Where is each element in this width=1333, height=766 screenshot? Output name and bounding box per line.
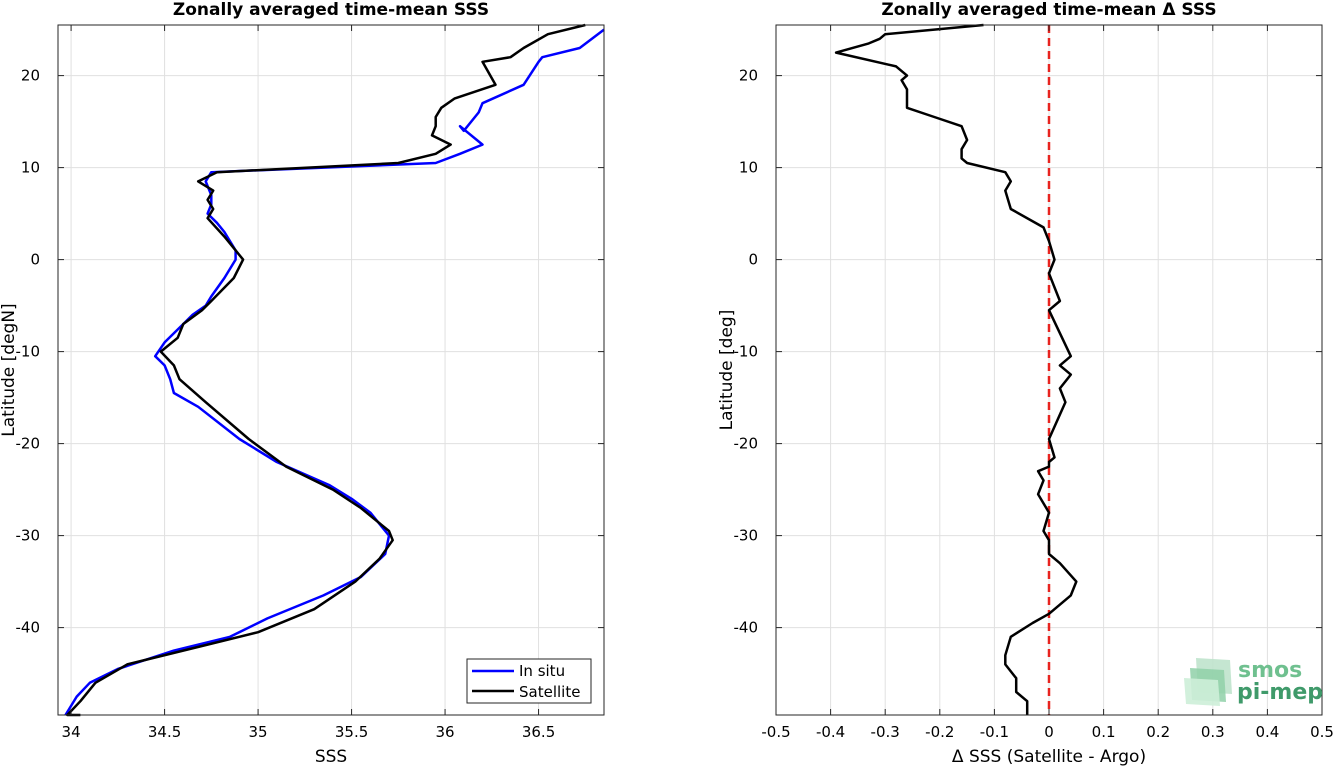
x-tick-label: 0.4 xyxy=(1255,723,1279,741)
x-tick-label: 34 xyxy=(62,723,81,741)
x-tick-label: 0.3 xyxy=(1201,723,1225,741)
y-tick-label: -30 xyxy=(734,527,759,545)
sss-panel: 34 34.5 35 35.5 36 36.5 -40 -30 -20 -10 0 10 20 Zona… xyxy=(0,0,605,766)
x-tick-label: -0.1 xyxy=(980,723,1009,741)
y-tick-label: -30 xyxy=(16,527,41,545)
legend: In situ Satellite xyxy=(466,658,592,704)
x-tick-label: 35 xyxy=(249,723,268,741)
delta-sss-y-axis-label: Latitude [deg] xyxy=(717,310,737,431)
delta-sss-x-axis-label: Δ SSS (Satellite - Argo) xyxy=(952,747,1146,766)
y-tick-label: -20 xyxy=(16,435,41,453)
legend-box xyxy=(466,658,592,704)
y-tick-label: 0 xyxy=(748,251,758,269)
x-tick-label: 36 xyxy=(436,723,455,741)
sss-axes-box xyxy=(57,24,605,716)
y-tick-label: -40 xyxy=(734,619,759,637)
y-tick-label: 10 xyxy=(739,159,758,177)
y-tick-label: 0 xyxy=(30,251,40,269)
sss-x-axis-label: SSS xyxy=(315,747,347,766)
y-tick-label: -10 xyxy=(734,343,759,361)
x-tick-label: 36.5 xyxy=(522,723,555,741)
y-tick-label: 10 xyxy=(21,159,40,177)
legend-label-in-situ: In situ xyxy=(519,662,565,680)
x-tick-label: 35.5 xyxy=(335,723,368,741)
sss-chart-title: Zonally averaged time-mean SSS xyxy=(173,0,489,20)
x-tick-label: -0.2 xyxy=(925,723,954,741)
y-tick-label: 20 xyxy=(739,67,758,85)
sss-tick-labels: 34 34.5 35 35.5 36 36.5 -40 -30 -20 -10 0 10 20 xyxy=(16,25,604,741)
x-tick-label: 0.1 xyxy=(1092,723,1116,741)
delta-sss-chart-title: Zonally averaged time-mean Δ SSS xyxy=(881,0,1216,20)
delta-sss-panel: -0.5 -0.4 -0.3 -0.2 -0.1 0 0.1 0.2 0.3 0.4 0.5 -40 -… xyxy=(717,0,1333,766)
series-line-satellite xyxy=(66,23,586,717)
logo-wave-icon xyxy=(1184,658,1232,706)
x-tick-label: -0.3 xyxy=(871,723,900,741)
legend-label-satellite: Satellite xyxy=(519,683,580,701)
y-tick-label: 20 xyxy=(21,67,40,85)
delta-sss-series xyxy=(834,23,1078,715)
x-tick-label: -0.5 xyxy=(761,723,790,741)
x-tick-label: 0.5 xyxy=(1310,723,1333,741)
series-line xyxy=(834,23,1078,715)
y-tick-label: -20 xyxy=(734,435,759,453)
delta-sss-tick-labels: -0.5 -0.4 -0.3 -0.2 -0.1 0 0.1 0.2 0.3 0.4 0.5 -40 -… xyxy=(734,25,1333,741)
x-tick-label: 34.5 xyxy=(148,723,181,741)
smos-pi-mep-logo: smos pi-mep xyxy=(1184,658,1323,706)
sss-plot-area xyxy=(58,25,604,715)
logo-text-smos: smos xyxy=(1238,658,1302,683)
sss-series xyxy=(64,23,605,717)
x-tick-label: 0.2 xyxy=(1146,723,1170,741)
y-tick-label: -40 xyxy=(16,619,41,637)
sss-y-axis-label: Latitude [degN] xyxy=(0,303,19,436)
series-line-in-situ xyxy=(64,28,605,716)
y-tick-label: -10 xyxy=(16,343,41,361)
x-tick-label: 0 xyxy=(1044,723,1054,741)
sss-grid xyxy=(58,25,604,715)
logo-text-pi-mep: pi-mep xyxy=(1237,680,1323,705)
x-tick-label: -0.4 xyxy=(816,723,845,741)
